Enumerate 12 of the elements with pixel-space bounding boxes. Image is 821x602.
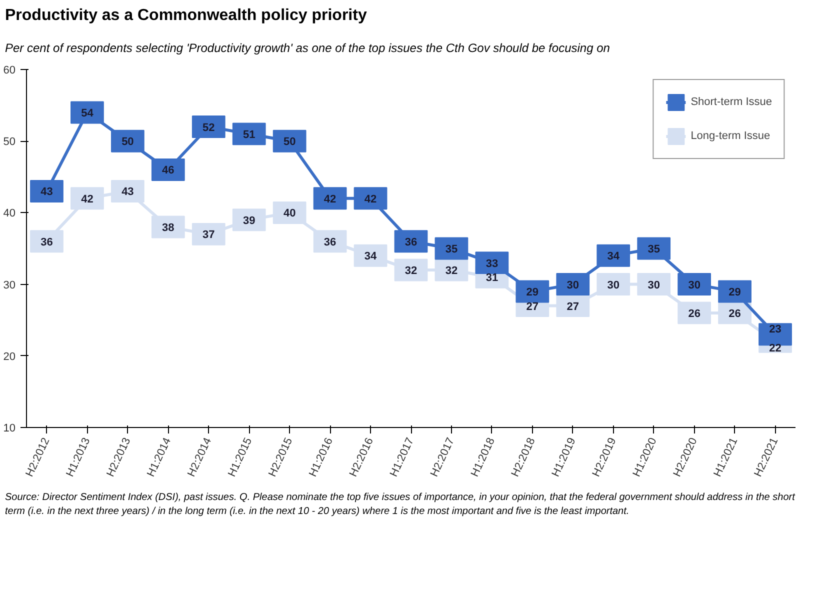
y-tick-label: 50	[3, 136, 16, 148]
y-tick-label: 60	[3, 64, 16, 76]
chart-subtitle: Per cent of respondents selecting 'Productivity growth' as one of the top issues the Cth Gov should be focusing on	[5, 40, 610, 57]
legend-label: Short-term Issue	[690, 96, 772, 108]
y-tick-label: 30	[3, 279, 16, 292]
y-tick-label: 20	[3, 350, 16, 363]
y-tick-label: 40	[3, 208, 16, 220]
chart-title: Productivity as a Commonwealth policy priority	[5, 6, 367, 26]
legend-label: Long-term Issue	[690, 130, 770, 142]
y-tick-label: 10	[3, 422, 16, 434]
data-label: 22	[769, 342, 782, 355]
source-note: Source: Director Sentiment Index (DSI), past issues. Q. Please nominate the top five issues of importance, in your opinion, that the federal government should address in the short term (i.e. in the next three years) / in the long term (i.e. in the next 10 - 20 years) where 1 is the most important and five is the least important.	[5, 490, 795, 520]
